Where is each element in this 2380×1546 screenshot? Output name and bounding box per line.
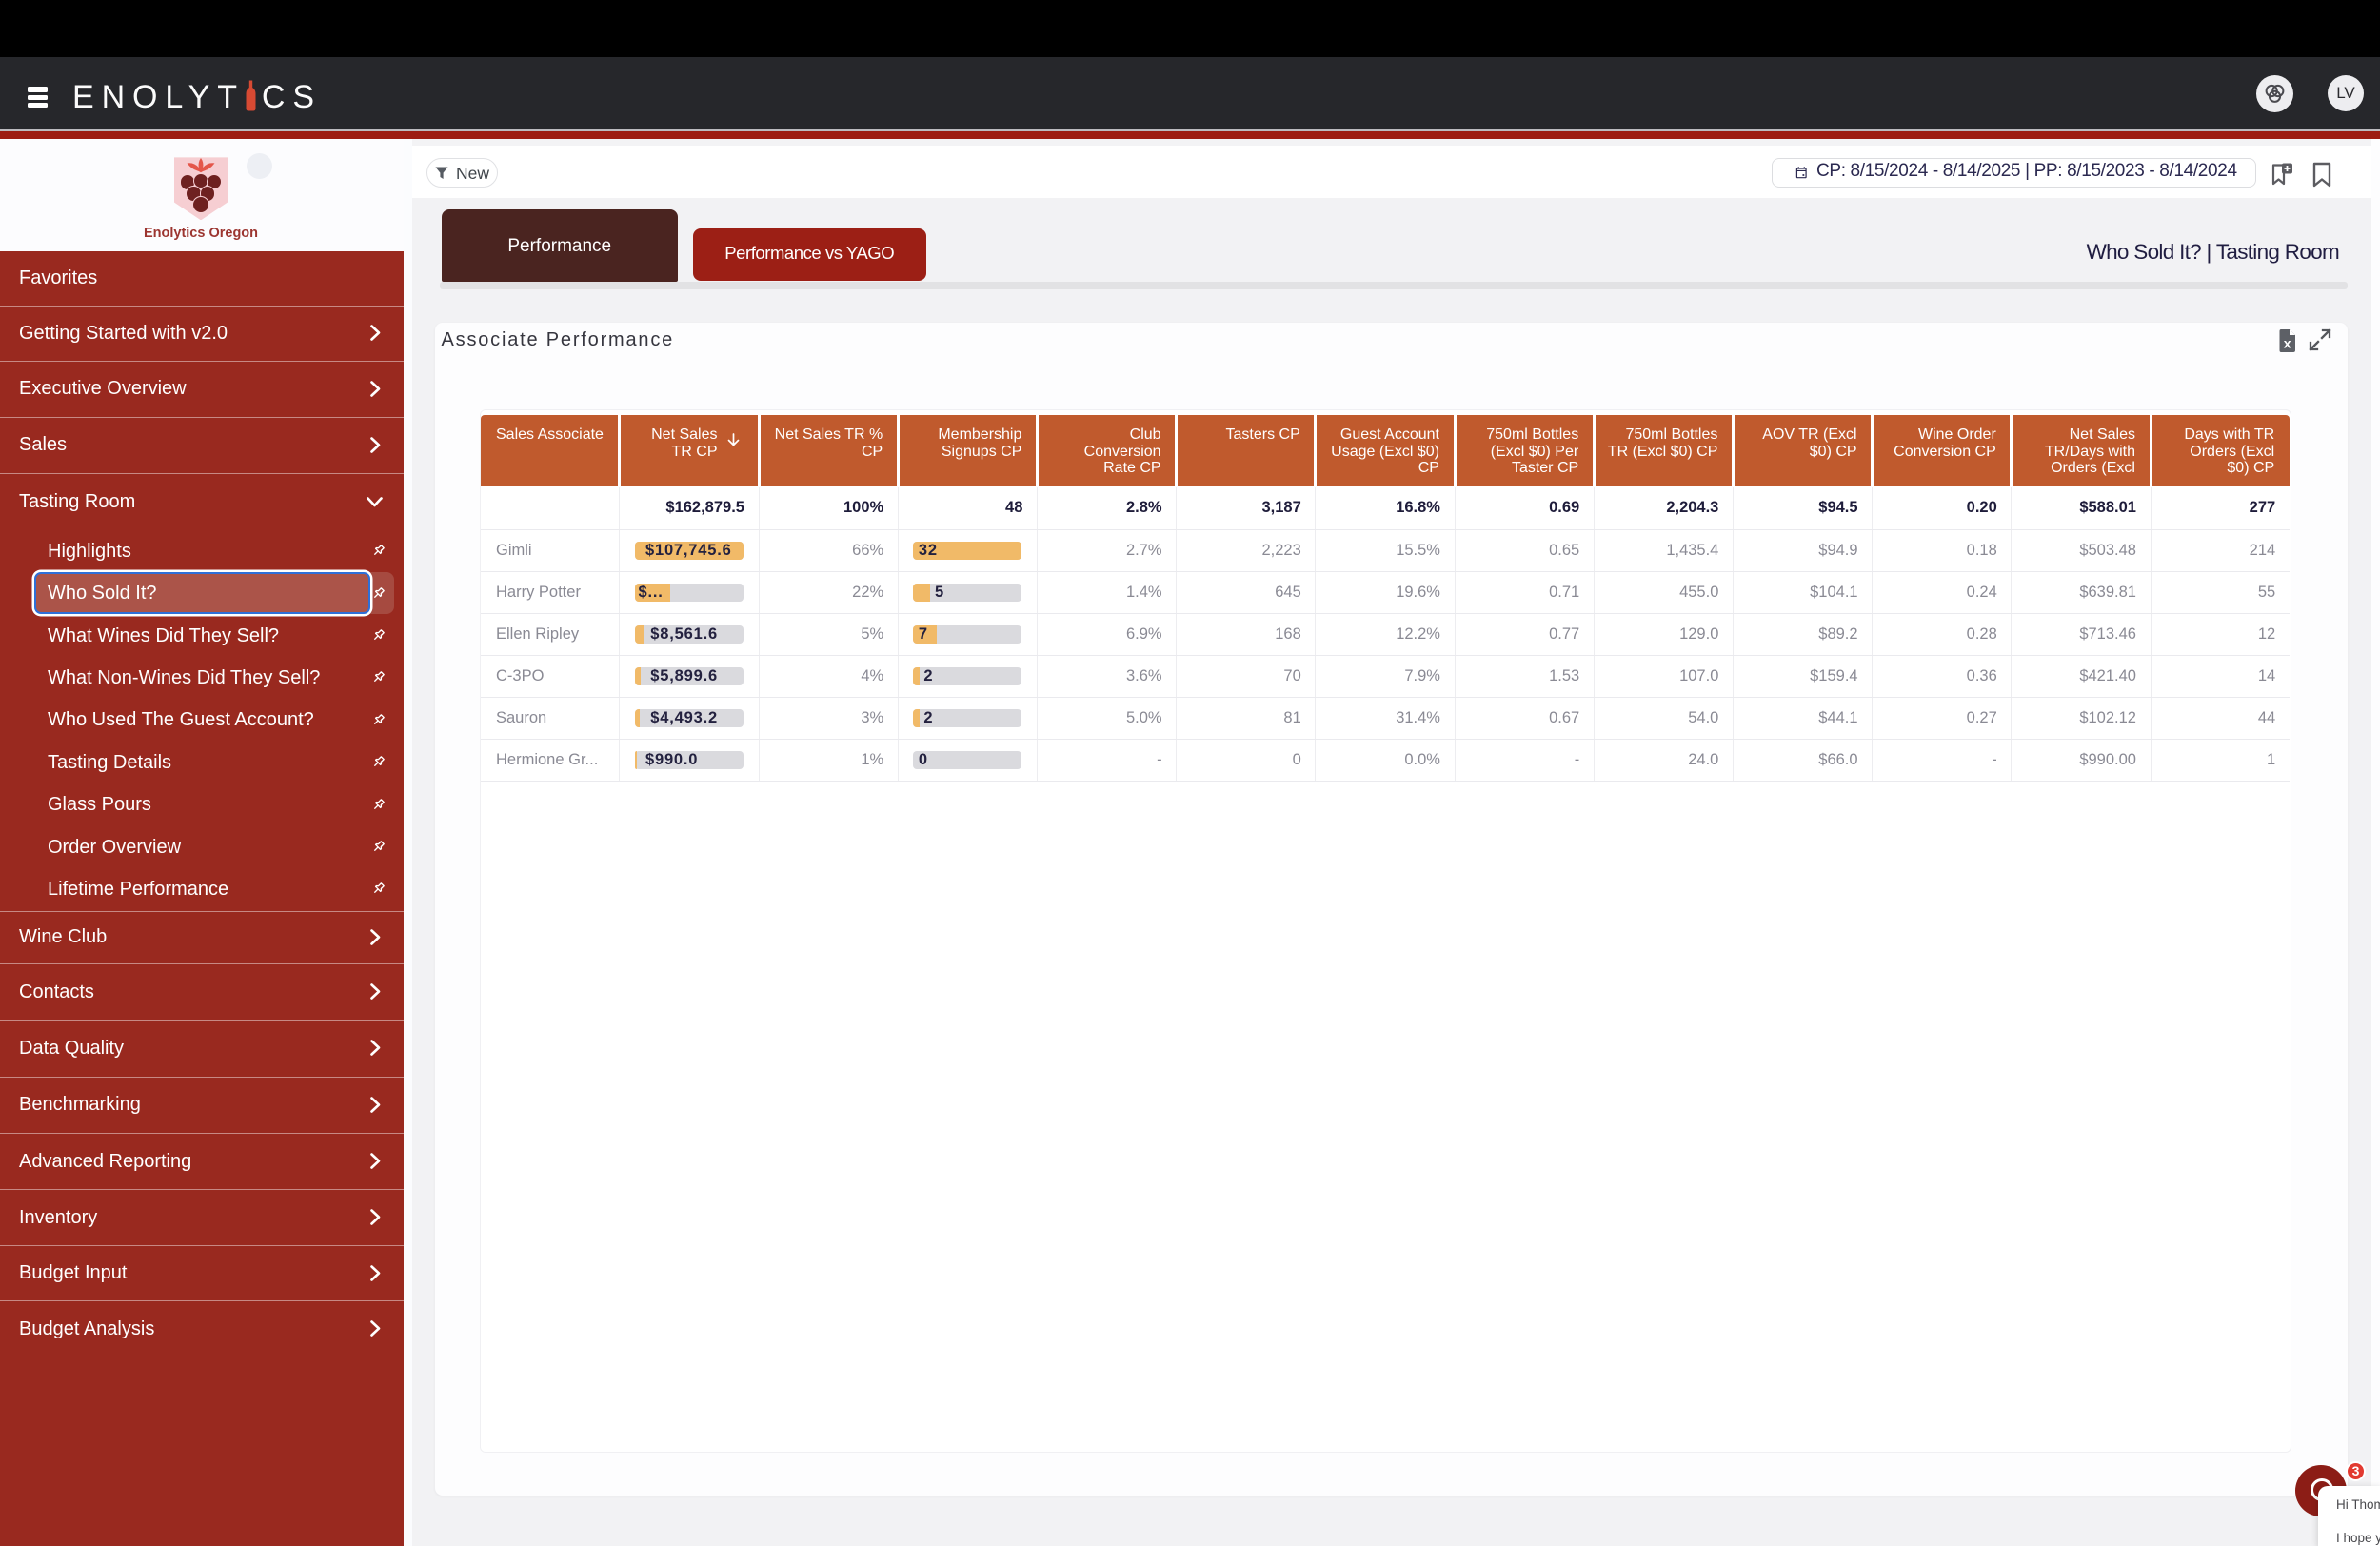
svg-text:x: x — [2284, 336, 2291, 351]
